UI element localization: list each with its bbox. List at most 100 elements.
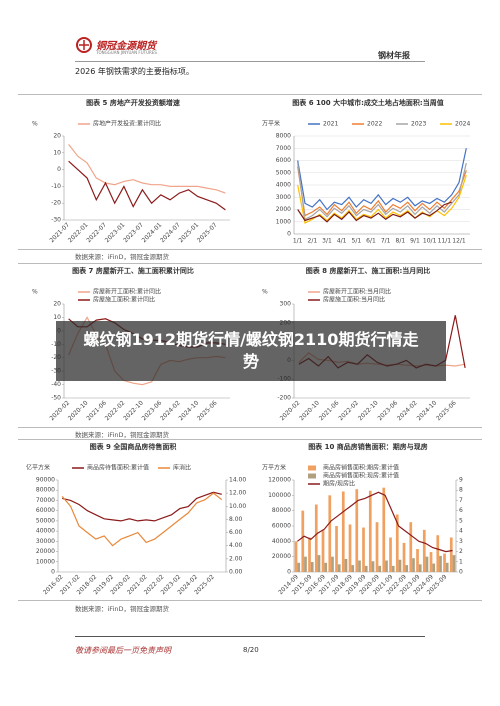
y2-tick-label: 9	[459, 477, 463, 484]
bar	[364, 565, 368, 572]
row-rule	[18, 249, 482, 250]
y-tick-label: 70000	[36, 497, 55, 504]
bar	[389, 537, 392, 572]
line	[68, 144, 226, 194]
y-tick-label: 5000	[276, 169, 291, 176]
y-tick-label: -40	[51, 381, 61, 388]
y-tick-label: 3000	[276, 194, 291, 201]
x-tick-label: 2022-10	[357, 399, 380, 422]
source: 数据来源：iFinD，铜冠金源期货	[75, 253, 170, 261]
x-tick-label: 3/1	[322, 238, 332, 245]
y-tick-label: -30	[51, 217, 61, 224]
y-tick-label: 0	[287, 569, 291, 576]
bar	[337, 564, 341, 572]
legend-label: 2023	[411, 121, 426, 128]
bar	[436, 535, 440, 572]
bar	[409, 522, 413, 572]
row-rule	[18, 600, 482, 601]
overlay-band: 螺纹钢1912期货行情/螺纹钢2110期货行情走势	[56, 321, 446, 381]
line	[297, 166, 467, 217]
bar	[297, 562, 301, 572]
legend-label: 房屋新开工面积:当月同比	[323, 288, 391, 296]
y-tick-label: -20	[51, 200, 61, 207]
bar	[308, 537, 311, 572]
bar	[331, 556, 334, 572]
legend-label: 2022	[367, 121, 382, 128]
bar	[355, 489, 359, 572]
bar	[375, 522, 379, 572]
source: 数据来源：iFinD，铜冠金源期货	[75, 431, 170, 439]
y2-tick-label: 0	[459, 569, 463, 576]
y2-tick-label: 7	[459, 497, 463, 504]
y-tick-label: 20000	[36, 548, 55, 555]
page-number: 8/20	[243, 646, 259, 654]
x-tick-label: 2021-06	[318, 399, 341, 422]
axis-unit: %	[32, 121, 38, 128]
legend-swatch	[308, 465, 316, 471]
bar	[304, 556, 307, 572]
x-tick-label: 2025-06	[196, 399, 219, 422]
y-tick-label: 90000	[36, 477, 55, 484]
bar	[368, 490, 372, 572]
header-rule	[75, 61, 425, 62]
y-tick-label: 30000	[36, 538, 55, 545]
chart-title: 图表 10 商品房销售面积：期房与现房	[308, 443, 428, 451]
chart: 亿平方米 0 10000 20000 30000 40000 50000 60000 70000…	[26, 464, 246, 597]
legend-label: 2021	[323, 121, 338, 128]
chart-title: 图表 5 房地产开发投资额增速	[86, 99, 180, 107]
bar	[398, 559, 402, 572]
bar	[371, 561, 375, 572]
y-tick-label: 80000	[36, 487, 55, 494]
y-tick-label: 60000	[272, 523, 291, 530]
axis-unit: 亿平方米	[26, 464, 50, 472]
y-tick-label: 10	[53, 149, 61, 156]
legend-label: 期房/现房比	[323, 480, 355, 488]
chart-title: 图表 8 房屋新开工、施工面积:当月同比	[305, 267, 431, 275]
y2-tick-label: 12.00	[229, 490, 246, 497]
y-tick-label: -200	[277, 395, 291, 402]
bar	[328, 495, 332, 572]
line	[297, 162, 467, 221]
y2-tick-label: 2	[459, 548, 463, 555]
y-tick-label: 6000	[276, 157, 291, 164]
chart-title: 图表 9 全国商品房待售面积	[89, 443, 177, 451]
x-tick-label: 2024-10	[416, 399, 439, 422]
y2-tick-label: 6.00	[229, 529, 243, 536]
legend-label: 房屋施工面积:累计同比	[93, 296, 155, 304]
legend-swatch	[308, 473, 316, 479]
axis-unit: %	[262, 289, 268, 296]
line	[297, 148, 467, 211]
y2-tick-label: 4.00	[229, 542, 243, 549]
bar	[344, 558, 348, 572]
y-tick-label: -10	[51, 183, 61, 190]
y-tick-label: 0	[51, 569, 55, 576]
bar	[294, 541, 298, 572]
x-tick-label: 2024-02	[396, 399, 419, 422]
y-tick-label: 7000	[276, 145, 291, 152]
bar	[378, 565, 382, 572]
x-tick-label: 9/1	[410, 238, 420, 245]
bar	[341, 491, 345, 572]
y2-tick-label: 4	[459, 528, 463, 535]
legend-label: 商品房销售面积:期房:累计值	[323, 464, 399, 472]
bar	[324, 562, 328, 572]
axis-unit: %	[32, 289, 38, 296]
chart: 万平方米 0 20000 40000 60000 80000 100000 120000 0 1 2…	[262, 464, 463, 597]
footer-rule	[75, 636, 425, 637]
line	[68, 160, 226, 211]
report-name: 钢材年报	[378, 51, 410, 60]
bar	[429, 552, 433, 572]
chart-title: 图表 7 房屋新开工、施工面积累计同比	[72, 267, 194, 275]
bar	[412, 558, 415, 572]
y-tick-label: 120000	[268, 477, 291, 484]
chart-title: 图表 6 100 大中城市:成交土地占地面积:当周值	[292, 99, 444, 107]
bar	[425, 556, 429, 572]
y2-tick-label: 10.00	[229, 503, 246, 510]
x-tick-label: 2/1	[308, 238, 318, 245]
x-tick-label: 11/1	[438, 238, 452, 245]
line	[297, 175, 467, 224]
y-tick-label: 0	[287, 231, 291, 238]
legend-label: 房屋施工面积:当月同比	[323, 296, 385, 304]
legend-label: 商品房销售面积:现房:累计值	[323, 472, 399, 480]
